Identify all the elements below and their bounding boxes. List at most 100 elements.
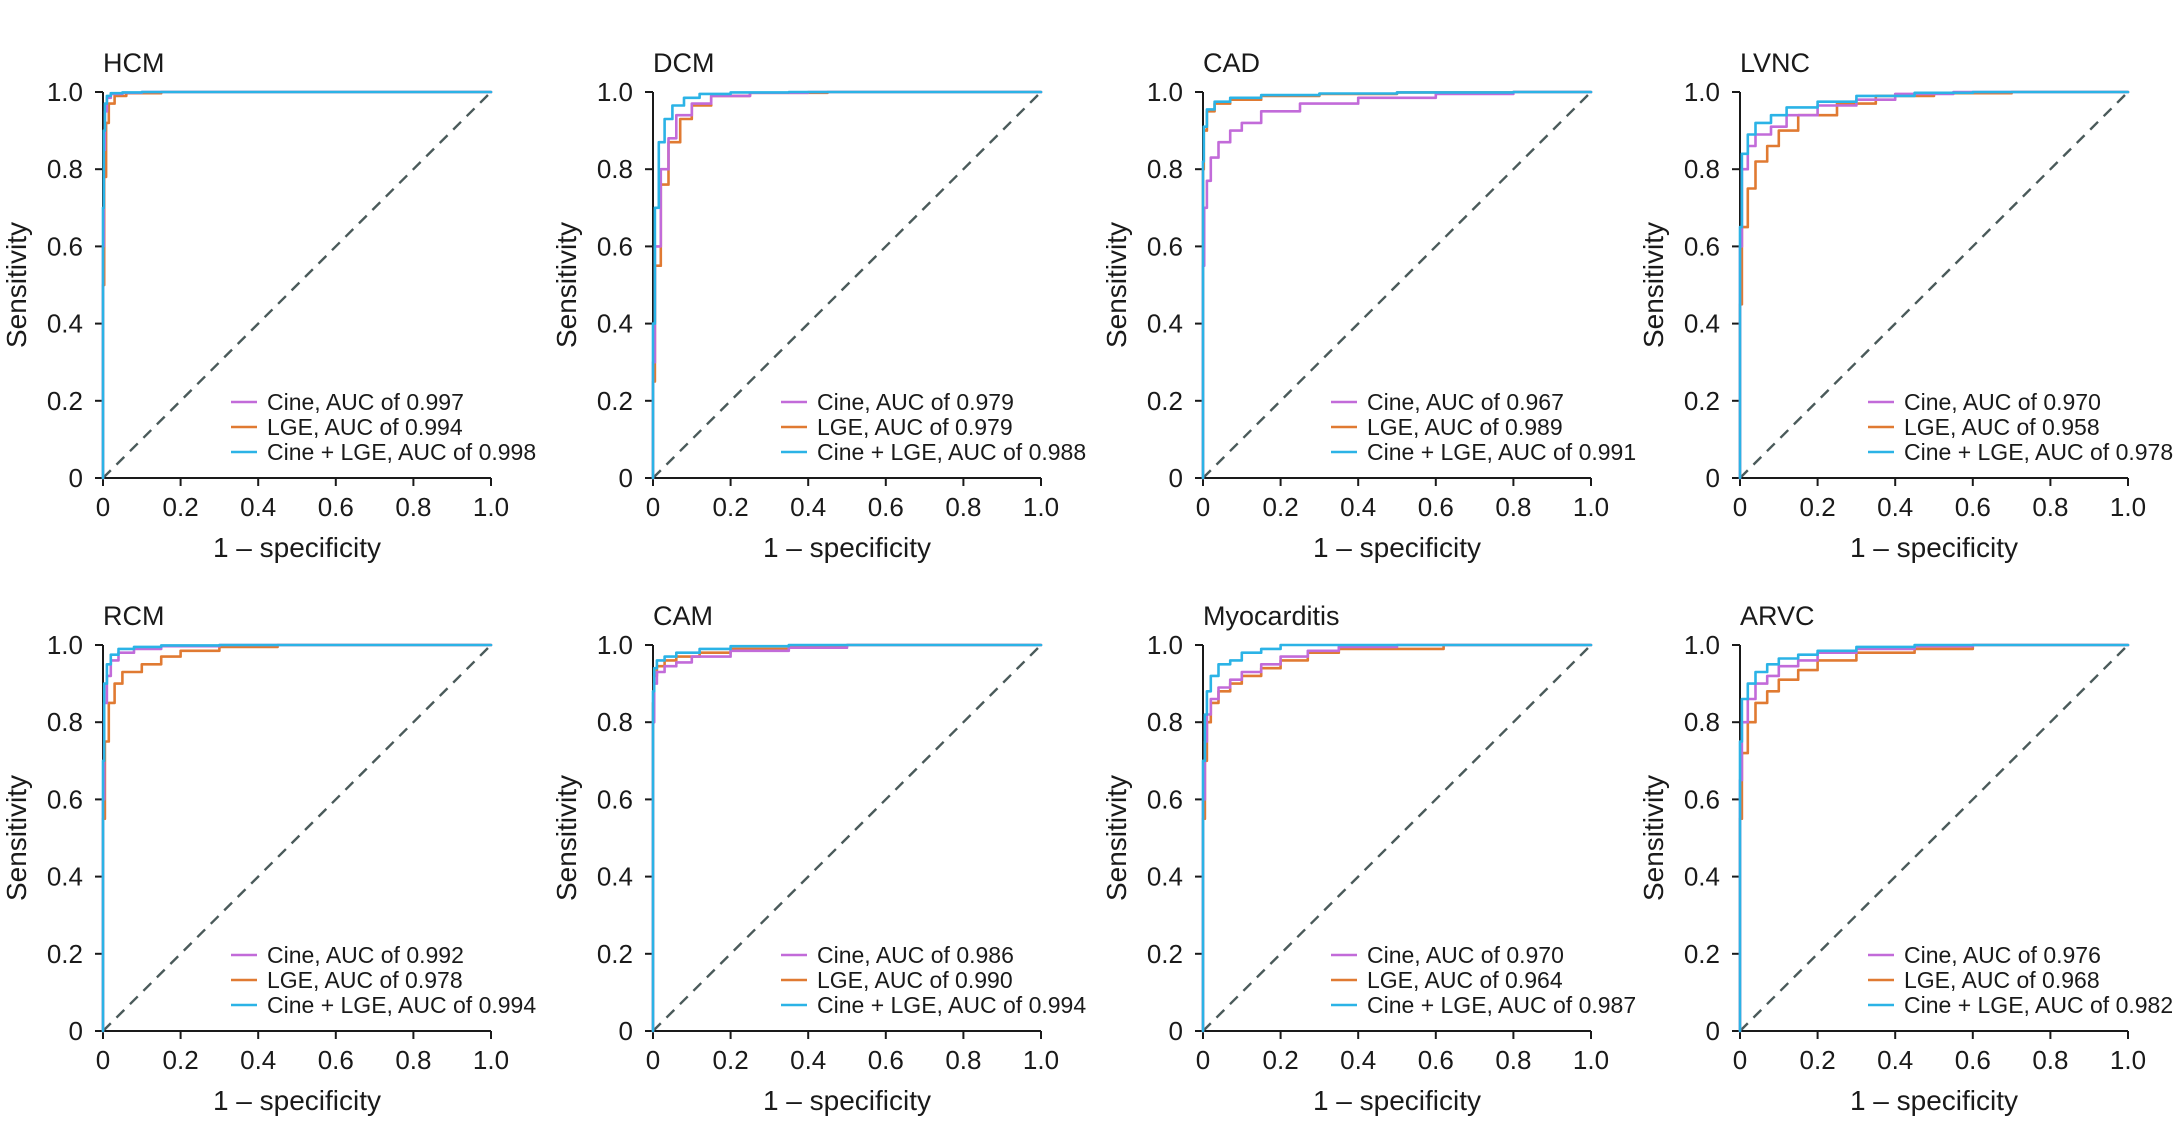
x-tick-label: 0.6 — [1955, 492, 1991, 522]
panel-title: CAD — [1203, 48, 1260, 78]
y-tick-label: 0 — [619, 1016, 633, 1046]
x-axis-title: 1 – specificity — [763, 1085, 931, 1116]
legend-label: LGE, AUC of 0.964 — [1367, 967, 1563, 993]
x-tick-label: 1.0 — [473, 492, 509, 522]
x-axis-title: 1 – specificity — [1850, 1085, 2018, 1116]
y-axis-title: Sensitivity — [1101, 222, 1132, 348]
y-tick-label: 1.0 — [1684, 77, 1720, 107]
x-axis-title: 1 – specificity — [1313, 1085, 1481, 1116]
y-tick-label: 1.0 — [597, 630, 633, 660]
x-tick-label: 0.2 — [1800, 1045, 1836, 1075]
roc-curve-cine-lge — [1738, 90, 2130, 480]
x-tick-label: 0.6 — [868, 492, 904, 522]
y-tick-label: 1.0 — [47, 77, 83, 107]
x-tick-label: 0.6 — [868, 1045, 904, 1075]
y-tick-label: 0.4 — [597, 309, 633, 339]
y-tick-label: 0.6 — [47, 784, 83, 814]
roc-curve-cine — [1201, 643, 1593, 1033]
x-axis-title: 1 – specificity — [1850, 532, 2018, 563]
y-tick-label: 0.8 — [47, 707, 83, 737]
y-tick-label: 0.6 — [1684, 231, 1720, 261]
panel-title: ARVC — [1740, 601, 1815, 631]
chance-diagonal-line — [102, 91, 492, 479]
x-tick-label: 0.2 — [1800, 492, 1836, 522]
roc-panel-hcm: HCM 0 0.2 0.4 0.6 0.8 1.0 0 0.2 0.4 0.6 0.8 1.0 1 – s… — [1, 48, 536, 563]
x-tick-label: 0.8 — [945, 492, 981, 522]
legend-label: Cine, AUC of 0.970 — [1904, 389, 2101, 415]
y-tick-label: 0.6 — [1684, 784, 1720, 814]
x-tick-label: 0.6 — [1955, 1045, 1991, 1075]
x-tick-label: 0.2 — [163, 492, 199, 522]
y-axis-title: Sensitivity — [551, 222, 582, 348]
legend-label: Cine, AUC of 0.976 — [1904, 942, 2101, 968]
y-tick-label: 0.6 — [597, 784, 633, 814]
y-tick-label: 0.6 — [597, 231, 633, 261]
x-tick-label: 0.4 — [240, 1045, 276, 1075]
legend-label: Cine, AUC of 0.997 — [267, 389, 464, 415]
legend-label: LGE, AUC of 0.979 — [817, 414, 1013, 440]
y-tick-label: 0.4 — [1147, 862, 1183, 892]
chance-diagonal-line — [1202, 644, 1592, 1032]
x-tick-label: 0.8 — [2032, 492, 2068, 522]
y-axis-title: Sensitivity — [551, 775, 582, 901]
roc-panel-dcm: DCM 0 0.2 0.4 0.6 0.8 1.0 0 0.2 0.4 0.6 0.8 1.0 1 – s… — [551, 48, 1086, 563]
x-tick-label: 1.0 — [2110, 1045, 2146, 1075]
roc-curve-cine-lge — [101, 90, 493, 480]
x-tick-label: 0.2 — [1263, 1045, 1299, 1075]
y-tick-label: 0 — [69, 463, 83, 493]
y-tick-label: 0 — [69, 1016, 83, 1046]
y-axis-title: Sensitivity — [1101, 775, 1132, 901]
roc-curve-cine-lge — [651, 90, 1043, 480]
y-tick-label: 0.2 — [1684, 386, 1720, 416]
panel-title: CAM — [653, 601, 713, 631]
legend-label: LGE, AUC of 0.994 — [267, 414, 463, 440]
x-tick-label: 0 — [96, 1045, 110, 1075]
x-tick-label: 0 — [1196, 492, 1210, 522]
roc-curve-lge — [101, 643, 493, 1033]
y-axis-title: Sensitivity — [1, 222, 32, 348]
x-tick-label: 0.4 — [1877, 492, 1913, 522]
x-tick-label: 0.4 — [1340, 1045, 1376, 1075]
x-tick-label: 0 — [1196, 1045, 1210, 1075]
chance-diagonal-line — [1202, 91, 1592, 479]
roc-curve-cine-lge — [101, 643, 493, 1033]
y-tick-label: 0.2 — [597, 939, 633, 969]
y-axis-title: Sensitivity — [1638, 222, 1669, 348]
y-tick-label: 0.8 — [1147, 154, 1183, 184]
x-tick-label: 0.8 — [945, 1045, 981, 1075]
y-tick-label: 0.8 — [597, 707, 633, 737]
chance-diagonal-line — [1739, 644, 2129, 1032]
y-tick-label: 1.0 — [47, 630, 83, 660]
x-tick-label: 0.8 — [1495, 492, 1531, 522]
y-tick-label: 0 — [619, 463, 633, 493]
x-tick-label: 0 — [96, 492, 110, 522]
y-tick-label: 0.6 — [1147, 784, 1183, 814]
legend-label: Cine, AUC of 0.992 — [267, 942, 464, 968]
x-tick-label: 1.0 — [2110, 492, 2146, 522]
chance-diagonal-line — [652, 91, 1042, 479]
y-tick-label: 0.4 — [1147, 309, 1183, 339]
x-tick-label: 0 — [1733, 492, 1747, 522]
x-tick-label: 1.0 — [473, 1045, 509, 1075]
roc-panel-arvc: ARVC 0 0.2 0.4 0.6 0.8 1.0 0 0.2 0.4 0.6 0.8 1.0 1 – … — [1638, 601, 2173, 1116]
x-tick-label: 0.4 — [1877, 1045, 1913, 1075]
x-tick-label: 1.0 — [1023, 492, 1059, 522]
roc-curve-cine-lge — [1201, 643, 1593, 1033]
x-tick-label: 0.6 — [1418, 1045, 1454, 1075]
y-tick-label: 0.6 — [47, 231, 83, 261]
legend-label: LGE, AUC of 0.990 — [817, 967, 1013, 993]
legend-label: Cine + LGE, AUC of 0.987 — [1367, 992, 1636, 1018]
legend-label: Cine + LGE, AUC of 0.982 — [1904, 992, 2173, 1018]
y-tick-label: 0 — [1169, 1016, 1183, 1046]
y-tick-label: 1.0 — [1147, 630, 1183, 660]
panel-title: DCM — [653, 48, 715, 78]
panel-title: LVNC — [1740, 48, 1810, 78]
y-tick-label: 0.8 — [47, 154, 83, 184]
x-tick-label: 0.2 — [163, 1045, 199, 1075]
x-axis-title: 1 – specificity — [213, 532, 381, 563]
x-axis-title: 1 – specificity — [763, 532, 931, 563]
legend-label: Cine, AUC of 0.986 — [817, 942, 1014, 968]
y-tick-label: 0.8 — [1684, 154, 1720, 184]
legend-label: Cine + LGE, AUC of 0.978 — [1904, 439, 2173, 465]
y-tick-label: 0.8 — [1147, 707, 1183, 737]
